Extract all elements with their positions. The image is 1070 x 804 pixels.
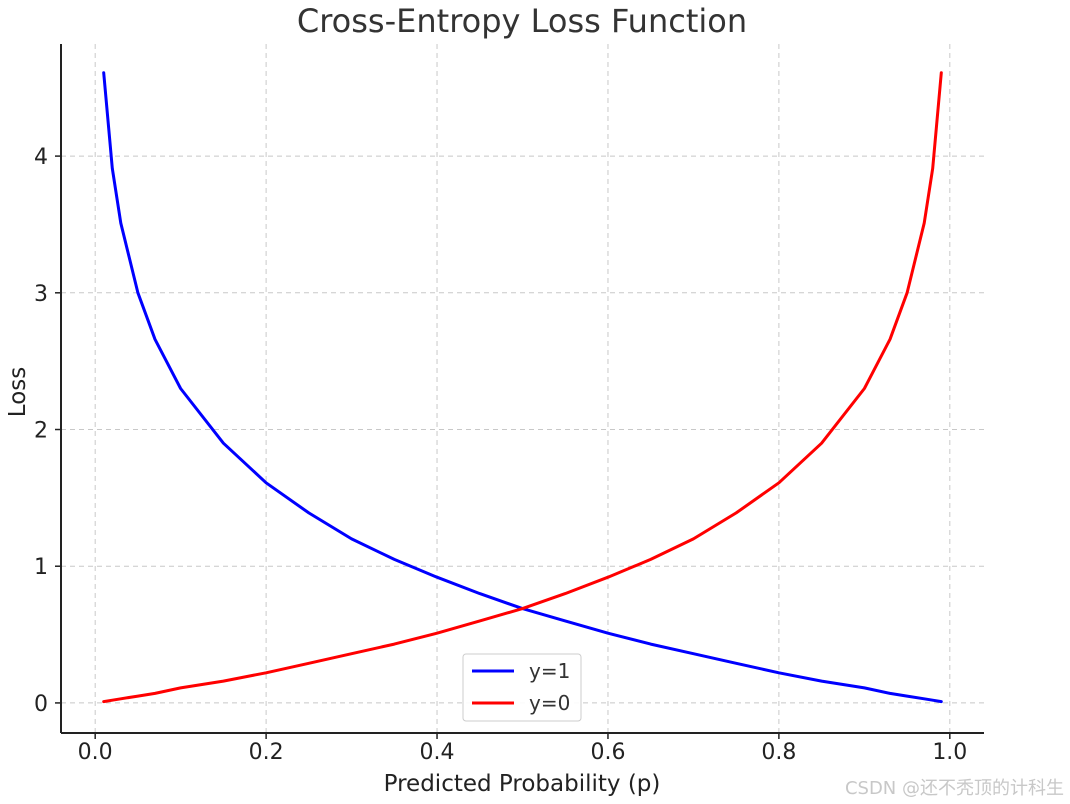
x-tick-label: 0.4 [420, 740, 455, 765]
x-tick-label: 0.6 [590, 740, 625, 765]
legend-label-y0: y=0 [529, 691, 570, 715]
legend-label-y1: y=1 [529, 659, 570, 683]
x-tick-label: 0.8 [761, 740, 796, 765]
chart-title: Cross-Entropy Loss Function [297, 2, 747, 40]
series-line-y0 [102, 71, 943, 704]
grid [61, 44, 984, 733]
x-axis-label: Predicted Probability (p) [384, 771, 661, 797]
y-tick-label: 0 [34, 692, 48, 717]
series [102, 71, 943, 704]
y-tick-label: 2 [34, 419, 48, 444]
y-axis-label: Loss [5, 367, 31, 417]
y-tick-label: 4 [34, 145, 48, 170]
y-tick-label: 1 [34, 555, 48, 580]
watermark: CSDN @还不秃顶的计科生 [844, 778, 1064, 799]
y-tick-label: 3 [34, 282, 48, 307]
ticks: 0.0 0.2 0.4 0.6 0.8 1.0 0 1 2 3 4 [34, 145, 967, 765]
x-tick-label: 1.0 [932, 740, 967, 765]
x-tick-label: 0.0 [78, 740, 113, 765]
x-tick-label: 0.2 [249, 740, 284, 765]
legend: y=1 y=0 [462, 653, 582, 722]
axes [60, 44, 984, 734]
